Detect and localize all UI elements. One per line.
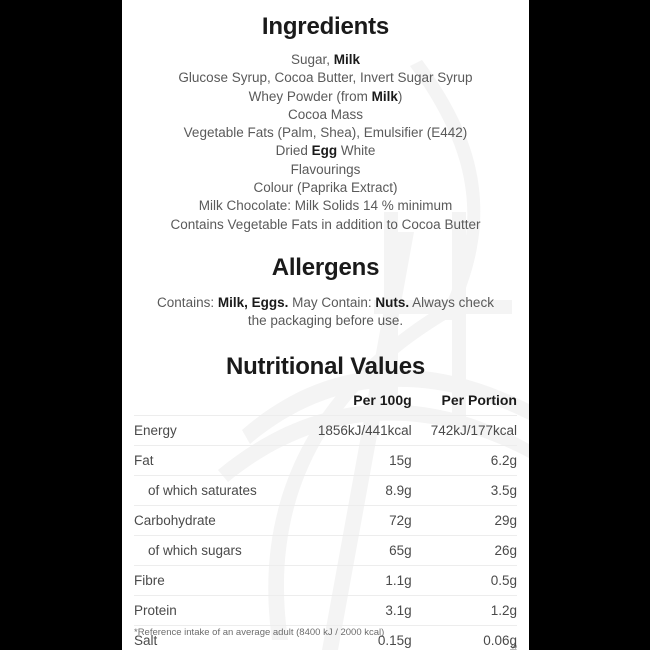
value-per-portion: 742kJ/177kcal (430, 422, 517, 438)
table-row: Fibre 1.1g 0.5g (134, 565, 517, 595)
plain-text: Contains: (157, 294, 218, 310)
table-row: of which saturates 8.9g 3.5g (134, 475, 517, 505)
ingredient-line: Cocoa Mass (134, 106, 517, 124)
nutrient-name: Fat (134, 452, 154, 468)
value-per-portion: 3.5g (490, 482, 517, 498)
value-per-portion: 29g (494, 512, 517, 528)
ingredients-heading: Ingredients (261, 13, 390, 40)
plain-text: Cocoa Mass (287, 106, 364, 122)
ingredient-line: Vegetable Fats (Palm, Shea), Emulsifier … (134, 124, 517, 142)
nutrient-name: of which saturates (148, 482, 257, 498)
plain-text: Glucose Syrup, Cocoa Butter, Invert Suga… (178, 70, 473, 86)
table-header-row: Per 100g Per Portion (134, 392, 517, 416)
plain-text: Milk Chocolate: Milk Solids 14 % minimum (198, 198, 453, 214)
value-per-portion: 0.5g (490, 572, 517, 588)
value-per-portion: 0.06g (483, 633, 517, 649)
table-row: Fat 15g 6.2g (134, 445, 517, 475)
value-per-100g: 3.1g (385, 602, 412, 618)
nutrient-name: Fibre (134, 572, 165, 588)
table-row: Protein 3.1g 1.2g (134, 595, 517, 625)
emphasis-text: Milk, Eggs. (217, 294, 289, 310)
plain-text: Dried (275, 143, 312, 159)
table-row: Carbohydrate 72g 29g (134, 505, 517, 535)
nutrient-name: of which sugars (148, 542, 242, 558)
value-per-100g: 15g (389, 452, 412, 468)
nutrient-name: Salt (134, 633, 158, 649)
column-header-per-100g: Per 100g (353, 391, 412, 408)
emphasis-text: Milk (371, 88, 398, 104)
value-per-100g: 8.9g (385, 482, 412, 498)
nutrition-table-body: Energy 1856kJ/441kcal 742kJ/177kcal Fat 15g 6… (134, 415, 517, 650)
reference-intake-footnote: *Reference intake of an average adult (8… (134, 627, 385, 638)
value-per-portion: 6.2g (490, 452, 517, 468)
value-per-100g: 0.15g (377, 633, 412, 649)
plain-text: Whey Powder (from (248, 88, 372, 104)
table-row: Salt 0.15g 0.06g (134, 625, 517, 650)
allergens-heading: Allergens (271, 253, 380, 281)
nutrition-table: Per 100g Per Portion Energy 1856kJ/441kca… (134, 392, 517, 650)
value-per-100g: 1856kJ/441kcal (317, 422, 412, 438)
ingredients-list: Sugar, Milk Glucose Syrup, Cocoa Butter, … (134, 51, 517, 234)
emphasis-text: Egg (311, 143, 338, 159)
plain-text: Vegetable Fats (Palm, Shea), Emulsifier … (183, 125, 468, 141)
ingredient-line: Contains Vegetable Fats in addition to C… (134, 216, 517, 234)
column-header-nutrient (134, 392, 306, 416)
value-per-100g: 72g (389, 512, 412, 528)
column-header-per-portion: Per Portion (441, 391, 517, 408)
plain-text: Flavourings (290, 161, 361, 177)
value-per-100g: 1.1g (385, 572, 412, 588)
plain-text: May Contain: (288, 294, 376, 310)
nutrient-name: Protein (134, 602, 177, 618)
emphasis-text: Milk (333, 52, 361, 67)
emphasis-text: Nuts. (375, 294, 410, 310)
ingredient-line: Whey Powder (from Milk) (134, 88, 517, 106)
allergens-text: Contains: Milk, Eggs. May Contain: Nuts.… (134, 294, 517, 331)
label-content: Ingredients Sugar, Milk Glucose Syrup, Co… (122, 13, 529, 650)
label-card: Ingredients Sugar, Milk Glucose Syrup, Co… (122, 0, 529, 650)
plain-text: ) (397, 88, 403, 104)
nutrition-table-header: Per 100g Per Portion (134, 392, 517, 416)
plain-text: Contains Vegetable Fats in addition to C… (170, 216, 481, 232)
value-per-portion: 1.2g (490, 602, 517, 618)
nutrient-name: Carbohydrate (134, 512, 216, 528)
ingredient-line: Colour (Paprika Extract) (134, 179, 517, 197)
nutrition-heading: Nutritional Values (225, 352, 426, 380)
value-per-portion: 26g (494, 542, 517, 558)
ingredient-line: Sugar, Milk (134, 51, 517, 69)
ingredient-line: Dried Egg White (134, 142, 517, 160)
plain-text: Sugar, (290, 52, 334, 67)
plain-text: Colour (Paprika Extract) (253, 180, 398, 196)
value-per-100g: 65g (389, 542, 412, 558)
ingredient-line: Glucose Syrup, Cocoa Butter, Invert Suga… (134, 69, 517, 87)
ingredient-line: Flavourings (134, 161, 517, 179)
table-row: Energy 1856kJ/441kcal 742kJ/177kcal (134, 415, 517, 445)
table-row: of which sugars 65g 26g (134, 535, 517, 565)
ingredient-line: Milk Chocolate: Milk Solids 14 % minimum (134, 197, 517, 215)
plain-text: White (337, 143, 376, 159)
nutrient-name: Energy (134, 422, 177, 438)
